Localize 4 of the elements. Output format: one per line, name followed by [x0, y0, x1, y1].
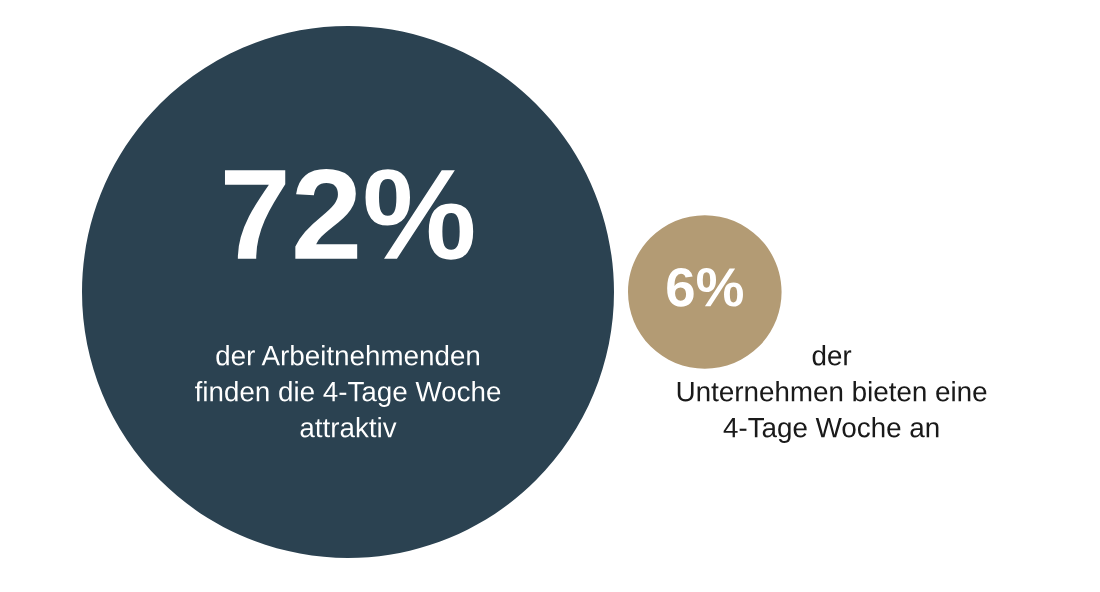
data-label: 6% [667, 267, 743, 307]
category-label: der Unternehmen bieten eine 4-Tage Woche an [677, 345, 987, 443]
category-label: der Arbeitnehmenden finden die 4-Tage Woche attraktiv [195, 345, 501, 438]
data-label: 72% [224, 169, 474, 260]
